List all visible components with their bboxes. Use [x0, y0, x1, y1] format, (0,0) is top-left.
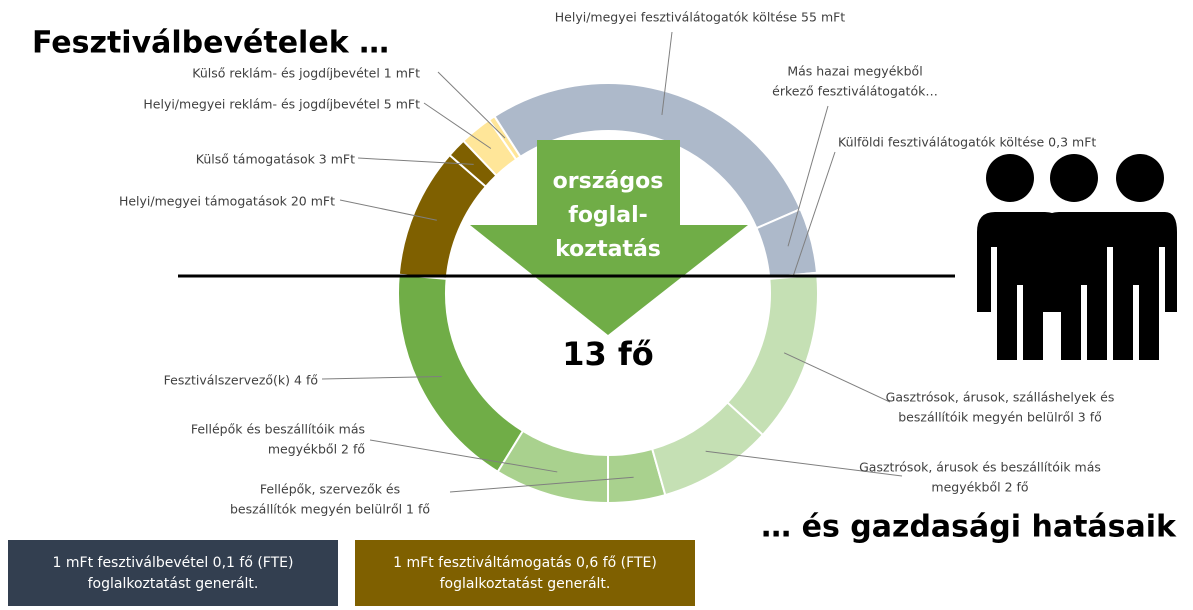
- segment-label: Helyi/megyei támogatások 20 mFt: [119, 194, 335, 209]
- people-icon: [975, 154, 1177, 360]
- segment-label: Fellépők és beszállítóik más: [191, 422, 365, 437]
- donut-segment: [726, 273, 819, 437]
- segment-label: Külföldi fesztiválátogatók költése 0,3 m…: [838, 135, 1096, 150]
- segment-label: Külső támogatások 3 mFt: [196, 152, 355, 167]
- segment-label: beszállítóik megyén belülről 3 fő: [898, 410, 1102, 425]
- leader-line: [437, 71, 506, 139]
- leader-line: [339, 199, 437, 221]
- leader-line: [783, 352, 891, 403]
- note-text: 1 mFt fesztiválbevétel 0,1 fő (FTE): [53, 555, 294, 571]
- arrow: [470, 140, 748, 335]
- leader-line: [369, 439, 558, 473]
- segment-label: Fellépők, szervezők és: [260, 482, 400, 497]
- arrow-text: koztatás: [555, 237, 661, 262]
- segment-label: Más hazai megyékből: [787, 64, 922, 79]
- leader-line: [321, 375, 442, 380]
- segment-label: Gasztrósok, árusok, szálláshelyek és: [886, 390, 1115, 405]
- leader-line: [449, 476, 634, 493]
- note-box: [8, 540, 338, 606]
- segment-label: Külső reklám- és jogdíjbevétel 1 mFt: [192, 66, 420, 81]
- title: Fesztiválbevételek …: [32, 26, 389, 61]
- segment-label: megyékből 2 fő: [268, 442, 365, 457]
- segment-label: Fesztiválszervező(k) 4 fő: [164, 373, 318, 388]
- center-total: 13 fő: [562, 335, 654, 373]
- segment-label: Helyi/megyei fesztiválátogatók költése 5…: [555, 10, 846, 25]
- segment-label: megyékből 2 fő: [931, 480, 1028, 495]
- footer-title: … és gazdasági hatásaik: [761, 510, 1177, 545]
- leader-line: [661, 31, 673, 116]
- leader-line: [787, 105, 829, 247]
- arrow-text: országos: [553, 169, 664, 194]
- segment-label: Helyi/megyei reklám- és jogdíjbevétel 5 …: [143, 97, 420, 112]
- segment-label: érkező fesztiválátogatók…: [772, 84, 938, 99]
- leader-line: [705, 450, 903, 477]
- segment-label: beszállítók megyén belülről 1 fő: [230, 502, 430, 517]
- note-text: foglalkoztatást generált.: [440, 576, 611, 592]
- leader-line: [792, 151, 836, 277]
- note-text: foglalkoztatást generált.: [88, 576, 259, 592]
- note-text: 1 mFt fesztiváltámogatás 0,6 fő (FTE): [393, 555, 657, 571]
- donut-segment: [397, 273, 525, 474]
- leader-line: [423, 102, 492, 149]
- segment-label: Gasztrósok, árusok és beszállítóik más: [859, 460, 1101, 475]
- leader-line: [357, 157, 474, 165]
- arrow-text: foglal-: [568, 203, 648, 228]
- note-box: [355, 540, 695, 606]
